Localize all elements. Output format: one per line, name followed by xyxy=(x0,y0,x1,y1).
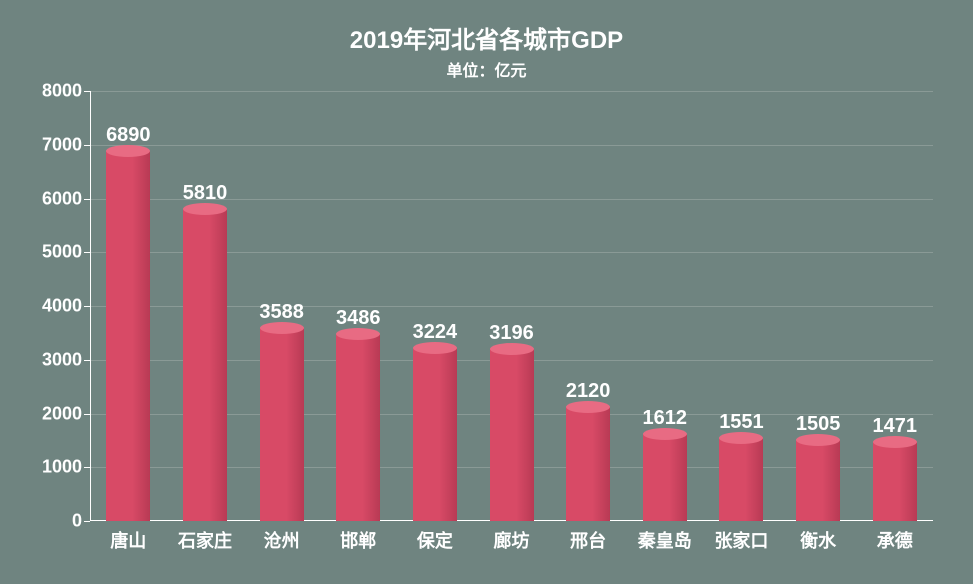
bar-wrap: 1505 xyxy=(780,91,857,521)
bar-value-label: 1505 xyxy=(796,413,841,436)
bar-top-cap xyxy=(490,343,534,355)
bar-top-cap xyxy=(413,342,457,354)
x-axis-label: 承德 xyxy=(856,521,933,561)
x-axis-labels: 唐山石家庄沧州邯郸保定廊坊邢台秦皇岛张家口衡水承德 xyxy=(90,521,933,561)
bar xyxy=(490,349,534,521)
chart-title: 2019年河北省各城市GDP xyxy=(30,20,943,55)
bar xyxy=(106,151,150,521)
x-axis-label: 邯郸 xyxy=(320,521,397,561)
bar-value-label: 3486 xyxy=(336,307,381,330)
x-axis-label: 秦皇岛 xyxy=(626,521,703,561)
bar-top-cap xyxy=(106,145,150,157)
y-tick-label: 8000 xyxy=(42,81,82,102)
bar-wrap: 1551 xyxy=(703,91,780,521)
bar-wrap: 3486 xyxy=(320,91,397,521)
bar-value-label: 3588 xyxy=(259,301,304,324)
chart-subtitle: 单位：亿元 xyxy=(30,57,943,81)
bar-wrap: 3196 xyxy=(473,91,550,521)
x-axis-label: 邢台 xyxy=(550,521,627,561)
bar-wrap: 2120 xyxy=(550,91,627,521)
x-axis-label: 保定 xyxy=(397,521,474,561)
plot-area: 010002000300040005000600070008000 689058… xyxy=(30,91,943,561)
bar-wrap: 3224 xyxy=(397,91,474,521)
bar-wrap: 1612 xyxy=(626,91,703,521)
bar xyxy=(260,328,304,521)
y-tick-label: 0 xyxy=(72,511,82,532)
x-axis-label: 沧州 xyxy=(243,521,320,561)
bar-wrap: 5810 xyxy=(167,91,244,521)
bar-top-cap xyxy=(183,203,227,215)
bar-value-label: 1471 xyxy=(872,415,917,438)
bar xyxy=(566,407,610,521)
bar-value-label: 3224 xyxy=(413,321,458,344)
y-tick-label: 1000 xyxy=(42,457,82,478)
bar xyxy=(413,348,457,521)
bar-value-label: 6890 xyxy=(106,124,151,147)
x-axis-label: 廊坊 xyxy=(473,521,550,561)
bar-wrap: 1471 xyxy=(856,91,933,521)
bar xyxy=(796,440,840,521)
title-block: 2019年河北省各城市GDP 单位：亿元 xyxy=(30,20,943,81)
y-tick-label: 5000 xyxy=(42,242,82,263)
x-axis-label: 唐山 xyxy=(90,521,167,561)
chart-container: 2019年河北省各城市GDP 单位：亿元 0 1000 2000 3000 4000 50… xyxy=(0,0,973,584)
y-axis: 010002000300040005000600070008000 xyxy=(30,91,90,521)
bars-group: 6890 5810 3588 3486 3224 3196 2120 1612 1551 1505… xyxy=(90,91,933,521)
bar-top-cap xyxy=(873,436,917,448)
bar-value-label: 1551 xyxy=(719,411,764,434)
bar-top-cap xyxy=(796,434,840,446)
y-tick-label: 7000 xyxy=(42,134,82,155)
x-axis-label: 衡水 xyxy=(780,521,857,561)
bar-top-cap xyxy=(260,322,304,334)
bar-value-label: 1612 xyxy=(643,407,688,430)
bar xyxy=(336,334,380,521)
bar-top-cap xyxy=(719,432,763,444)
y-tick-label: 2000 xyxy=(42,403,82,424)
bar-top-cap xyxy=(643,428,687,440)
bar-wrap: 3588 xyxy=(243,91,320,521)
bar-wrap: 6890 xyxy=(90,91,167,521)
bar-value-label: 5810 xyxy=(183,182,228,205)
bar xyxy=(873,442,917,521)
bar xyxy=(643,434,687,521)
x-axis-label: 张家口 xyxy=(703,521,780,561)
y-tick-label: 6000 xyxy=(42,188,82,209)
bar-top-cap xyxy=(336,328,380,340)
y-tick-label: 4000 xyxy=(42,296,82,317)
y-tick-label: 3000 xyxy=(42,349,82,370)
bar xyxy=(719,438,763,521)
bar xyxy=(183,209,227,521)
x-axis-label: 石家庄 xyxy=(167,521,244,561)
bar-top-cap xyxy=(566,401,610,413)
bar-value-label: 3196 xyxy=(489,322,534,345)
bar-value-label: 2120 xyxy=(566,380,611,403)
